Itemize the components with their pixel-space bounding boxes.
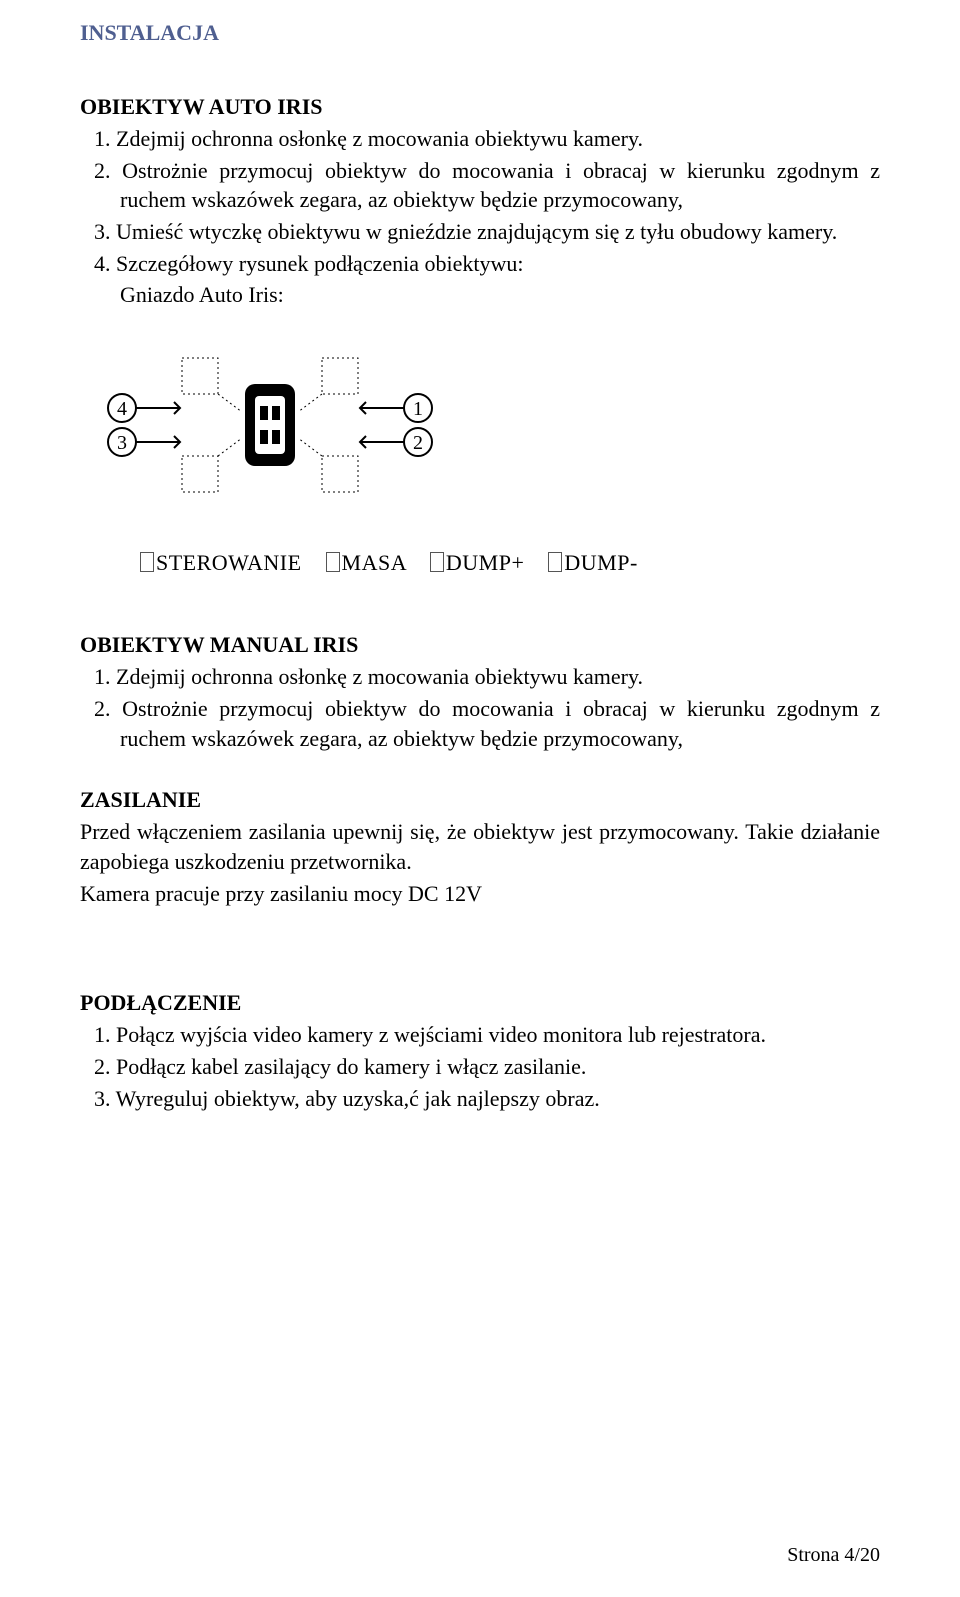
- list-item: 1. Połącz wyjścia video kamery z wejścia…: [80, 1020, 880, 1050]
- signal-label: DUMP-: [564, 550, 637, 575]
- signal-box-icon: [548, 552, 562, 572]
- heading-connection: PODŁĄCZENIE: [80, 990, 880, 1016]
- signal-box-icon: [430, 552, 444, 572]
- list-item: 2. Ostrożnie przymocuj obiektyw do mocow…: [80, 156, 880, 215]
- list-item: 3. Umieść wtyczkę obiektywu w gnieździe …: [80, 217, 880, 247]
- diagram-label-3: 3: [117, 432, 127, 454]
- list-item: 2. Podłącz kabel zasilający do kamery i …: [80, 1052, 880, 1082]
- diagram-label-2: 2: [413, 432, 423, 454]
- page-number: Strona 4/20: [787, 1544, 880, 1567]
- connector-diagram: 4 3 1 2: [100, 350, 880, 500]
- signal-label: DUMP+: [446, 550, 524, 575]
- heading-auto-iris: OBIEKTYW AUTO IRIS: [80, 94, 880, 120]
- signal-label: STEROWANIE: [156, 550, 302, 575]
- paragraph: Kamera pracuje przy zasilaniu mocy DC 12…: [80, 879, 880, 909]
- heading-manual-iris: OBIEKTYW MANUAL IRIS: [80, 632, 880, 658]
- heading-power: ZASILANIE: [80, 787, 880, 813]
- list-item: 3. Wyreguluj obiektyw, aby uzyska,ć jak …: [80, 1084, 880, 1114]
- page-title: INSTALACJA: [80, 20, 880, 46]
- paragraph: Przed włączeniem zasilania upewnij się, …: [80, 817, 880, 876]
- list-item: 2. Ostrożnie przymocuj obiektyw do mocow…: [80, 694, 880, 753]
- connector-diagram-svg: 4 3 1 2: [100, 350, 440, 500]
- diagram-label-4: 4: [117, 398, 127, 420]
- list-item: 4. Szczegółowy rysunek podłączenia obiek…: [80, 249, 880, 279]
- list-item: 1. Zdejmij ochronna osłonkę z mocowania …: [80, 662, 880, 692]
- signal-box-icon: [326, 552, 340, 572]
- list-item: 1. Zdejmij ochronna osłonkę z mocowania …: [80, 124, 880, 154]
- signal-label: MASA: [342, 550, 406, 575]
- signal-box-icon: [140, 552, 154, 572]
- subline: Gniazdo Auto Iris:: [80, 280, 880, 310]
- diagram-label-1: 1: [413, 398, 423, 420]
- signal-legend: STEROWANIE MASA DUMP+ DUMP-: [140, 550, 880, 576]
